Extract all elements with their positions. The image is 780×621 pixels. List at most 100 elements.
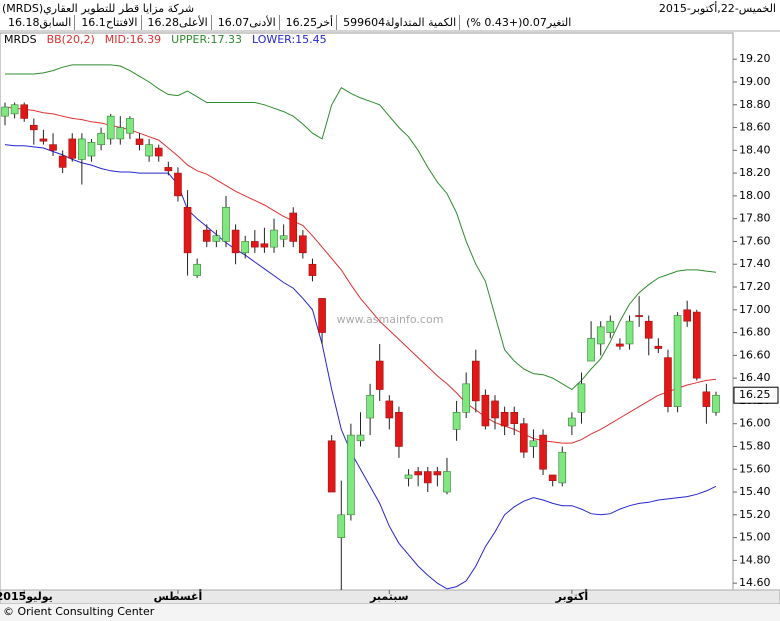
candle-body [433, 471, 442, 476]
y-tick-label: 15.80 [739, 439, 771, 452]
candle-body [596, 326, 605, 345]
candle-body [241, 241, 250, 254]
y-tick-label: 19.00 [739, 75, 771, 88]
candle-body [654, 345, 663, 349]
candle-body [385, 400, 394, 419]
y-tick-label: 16.60 [739, 348, 771, 361]
candle-body [375, 360, 384, 390]
y-tick-label: 17.20 [739, 280, 771, 293]
band-line [4, 144, 717, 590]
candle-body [193, 263, 201, 276]
candle-body [251, 241, 259, 248]
legend-entry: MID:16.39 [105, 33, 161, 46]
y-tick-label: 15.20 [739, 508, 771, 521]
candle-body [443, 471, 451, 493]
candle-body [510, 412, 519, 424]
candle-body [87, 142, 96, 157]
candle-body [452, 412, 461, 430]
legend-entry: LOWER:15.45 [252, 33, 327, 46]
candle-body [135, 138, 144, 145]
stat-label: السابق [39, 16, 72, 29]
stat-value: 16.1 [81, 16, 106, 29]
stat-label: الافتتاح [105, 16, 138, 29]
plot-layer [1, 64, 720, 590]
footer-bg [0, 604, 780, 621]
candle-body [145, 144, 153, 157]
candle-body [183, 206, 192, 254]
candle-body [97, 132, 105, 145]
candle-body [616, 343, 624, 347]
stat-label: الكمية المتداولة [385, 16, 457, 29]
y-tick-label: 14.60 [739, 576, 771, 589]
candle-body [606, 320, 615, 333]
candle-body [692, 311, 701, 379]
y-tick-label: 16.00 [739, 417, 771, 430]
candle-body [683, 309, 691, 322]
candle-body [164, 167, 173, 172]
y-tick-label: 19.20 [739, 52, 771, 65]
stat-label: الأعلى [179, 16, 208, 29]
y-tick-label: 18.20 [739, 166, 771, 179]
candle-body [49, 144, 57, 151]
stat: التغير0.07(+0.43 %) [459, 15, 574, 30]
candle-body [231, 229, 240, 254]
watermark: www.asmainfo.com [337, 313, 444, 326]
stat: الأدنى16.07 [210, 15, 279, 30]
candle-body [39, 138, 48, 142]
stat-value: 16.28 [147, 16, 180, 29]
candle-body [500, 412, 509, 427]
candle-body [558, 451, 567, 484]
candle-body [270, 229, 278, 248]
y-tick-label: 18.40 [739, 143, 771, 156]
legend-entry: MRDS [4, 33, 37, 46]
candle-body [673, 315, 682, 407]
stat: الأعلى16.28 [140, 15, 211, 30]
candle-body [68, 138, 77, 159]
y-tick-label: 16.40 [739, 371, 771, 384]
candle-body [644, 320, 653, 339]
stat: السابق16.18 [2, 15, 74, 30]
stats: السابق16.18 الافتتاح16.1 الأعلى16.28 الأدنى… [2, 15, 574, 30]
candle-body [577, 383, 586, 413]
candle-body [587, 337, 595, 362]
candle-body [539, 434, 547, 470]
candle-body [664, 357, 672, 407]
y-tick-label: 17.00 [739, 303, 771, 316]
candle-body [308, 263, 317, 276]
stat-value: 599604 [343, 16, 386, 29]
candle-body [327, 440, 336, 493]
candle-body [462, 383, 470, 413]
stat-value: 0.07(+0.43 %) [466, 16, 547, 29]
candle-body [529, 440, 538, 447]
candle-body [625, 320, 634, 345]
candle-body [289, 212, 298, 242]
x-tick-label: يوليو2015 [0, 590, 53, 603]
y-tick-label: 18.80 [739, 98, 771, 111]
stat-label: أخر [317, 16, 334, 29]
candle-body [414, 471, 422, 476]
candle-body [106, 115, 115, 140]
candle-body [318, 298, 326, 333]
y-tick-label: 15.60 [739, 462, 771, 475]
x-tick-label: أغسطس [154, 589, 203, 603]
stats-row: السابق16.18 الافتتاح16.1 الأعلى16.28 الأدنى… [0, 15, 780, 30]
y-tick-label: 15.00 [739, 531, 771, 544]
stat-label: التغير [546, 16, 572, 29]
candle-body [548, 474, 557, 481]
y-tick-label: 16.80 [739, 326, 771, 339]
x-tick-label: أكتوبر [555, 589, 589, 603]
candle-body [299, 235, 307, 254]
plot-area [0, 32, 734, 591]
candle-body [491, 400, 499, 419]
stat-value: 16.25 [285, 16, 318, 29]
stat-value: 16.18 [8, 16, 40, 29]
candle-body [279, 235, 288, 240]
stat: أخر16.25 [278, 15, 336, 30]
candle-body [481, 394, 490, 427]
footer: © Orient Consulting Center [3, 605, 155, 618]
stat-value: 16.07 [217, 16, 250, 29]
candle-body [260, 243, 269, 248]
candle-body [154, 147, 163, 157]
